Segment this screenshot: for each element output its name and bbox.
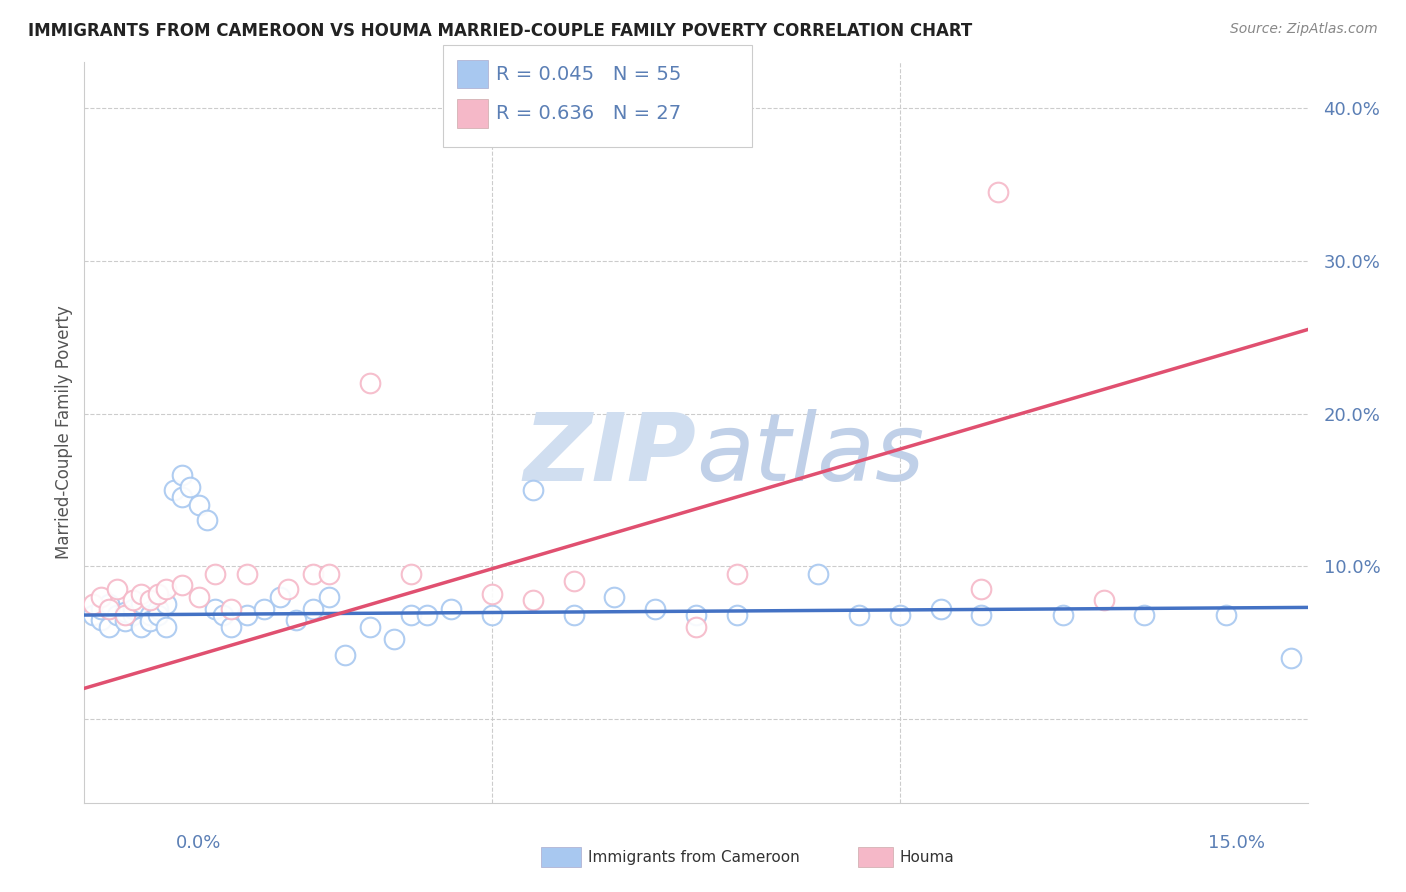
Point bbox=[187, 590, 209, 604]
Point bbox=[138, 592, 160, 607]
Point bbox=[204, 602, 226, 616]
Point bbox=[97, 620, 120, 634]
Point bbox=[685, 608, 707, 623]
Point bbox=[562, 608, 585, 623]
Point bbox=[172, 577, 194, 591]
Point bbox=[82, 598, 104, 612]
Point bbox=[131, 596, 153, 610]
Point bbox=[987, 185, 1010, 199]
Point bbox=[187, 498, 209, 512]
Point bbox=[1052, 608, 1074, 623]
Point bbox=[138, 614, 160, 628]
Point bbox=[114, 614, 136, 628]
Point bbox=[685, 620, 707, 634]
Point bbox=[114, 605, 136, 619]
Text: R = 0.045   N = 55: R = 0.045 N = 55 bbox=[496, 64, 682, 84]
Point bbox=[929, 602, 952, 616]
Point bbox=[603, 590, 626, 604]
Point bbox=[131, 620, 153, 634]
Point bbox=[416, 608, 439, 623]
Point bbox=[90, 602, 112, 616]
Point bbox=[236, 566, 259, 581]
Point bbox=[335, 648, 357, 662]
Point bbox=[807, 566, 830, 581]
Point bbox=[219, 602, 242, 616]
Point bbox=[90, 613, 112, 627]
Point bbox=[359, 620, 381, 634]
Text: IMMIGRANTS FROM CAMEROON VS HOUMA MARRIED-COUPLE FAMILY POVERTY CORRELATION CHAR: IMMIGRANTS FROM CAMEROON VS HOUMA MARRIE… bbox=[28, 22, 973, 40]
Y-axis label: Married-Couple Family Poverty: Married-Couple Family Poverty bbox=[55, 306, 73, 559]
Point bbox=[212, 608, 235, 623]
Point bbox=[146, 587, 169, 601]
Point bbox=[318, 566, 340, 581]
Point bbox=[114, 608, 136, 623]
Text: Immigrants from Cameroon: Immigrants from Cameroon bbox=[588, 850, 800, 864]
Point bbox=[90, 590, 112, 604]
Point bbox=[277, 582, 299, 596]
Point bbox=[1133, 608, 1156, 623]
Point bbox=[481, 608, 503, 623]
Point bbox=[163, 483, 186, 497]
Point bbox=[725, 608, 748, 623]
Point bbox=[359, 376, 381, 390]
Point bbox=[848, 608, 870, 623]
Point bbox=[285, 613, 308, 627]
Text: R = 0.636   N = 27: R = 0.636 N = 27 bbox=[496, 103, 682, 123]
Point bbox=[253, 602, 276, 616]
Point bbox=[105, 582, 128, 596]
Point bbox=[481, 587, 503, 601]
Text: atlas: atlas bbox=[696, 409, 924, 500]
Point bbox=[155, 598, 177, 612]
Point bbox=[970, 608, 993, 623]
Point bbox=[179, 480, 201, 494]
Point bbox=[122, 608, 145, 623]
Point bbox=[522, 483, 544, 497]
Point bbox=[122, 592, 145, 607]
Point bbox=[195, 513, 218, 527]
Point bbox=[219, 620, 242, 634]
Point bbox=[138, 608, 160, 623]
Point bbox=[204, 566, 226, 581]
Point bbox=[97, 602, 120, 616]
Point bbox=[155, 620, 177, 634]
Point bbox=[970, 582, 993, 596]
Point bbox=[122, 602, 145, 616]
Point bbox=[82, 608, 104, 623]
Text: 15.0%: 15.0% bbox=[1208, 834, 1265, 852]
Point bbox=[1279, 650, 1302, 665]
Point bbox=[725, 566, 748, 581]
Point bbox=[236, 608, 259, 623]
Point bbox=[382, 632, 405, 647]
Point bbox=[146, 602, 169, 616]
Point bbox=[399, 566, 422, 581]
Point bbox=[172, 491, 194, 505]
Point bbox=[97, 598, 120, 612]
Point bbox=[889, 608, 911, 623]
Point bbox=[172, 467, 194, 482]
Point bbox=[1092, 592, 1115, 607]
Point bbox=[301, 566, 323, 581]
Point bbox=[155, 582, 177, 596]
Point bbox=[1215, 608, 1237, 623]
Point bbox=[318, 590, 340, 604]
Point bbox=[131, 587, 153, 601]
Point bbox=[399, 608, 422, 623]
Text: ZIP: ZIP bbox=[523, 409, 696, 500]
Text: Houma: Houma bbox=[900, 850, 955, 864]
Point bbox=[301, 602, 323, 616]
Point bbox=[644, 602, 666, 616]
Text: 0.0%: 0.0% bbox=[176, 834, 221, 852]
Text: Source: ZipAtlas.com: Source: ZipAtlas.com bbox=[1230, 22, 1378, 37]
Point bbox=[522, 592, 544, 607]
Point bbox=[269, 590, 291, 604]
Point bbox=[440, 602, 463, 616]
Point bbox=[146, 608, 169, 623]
Point bbox=[105, 608, 128, 623]
Point bbox=[562, 574, 585, 589]
